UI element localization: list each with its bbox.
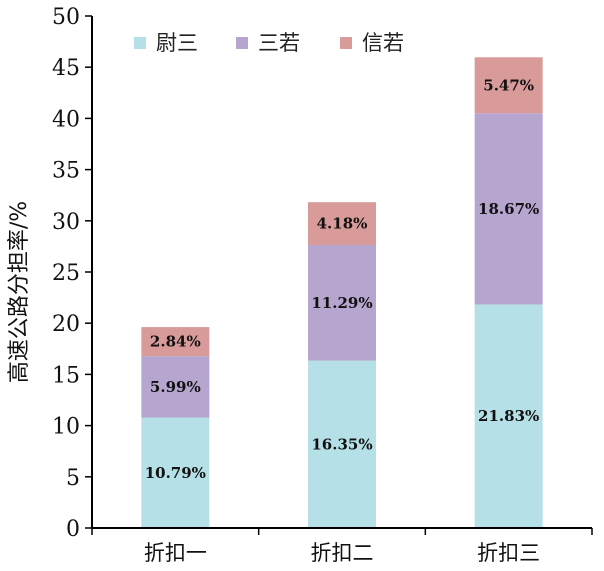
- y-tick-label: 25: [52, 261, 80, 286]
- y-tick-label: 20: [52, 312, 80, 337]
- data-label: 11.29%: [311, 294, 372, 312]
- x-tick-label: 折扣二: [311, 541, 374, 565]
- x-axis: 折扣一 折扣二 折扣三: [91, 527, 593, 565]
- x-tick-label: 折扣三: [477, 541, 540, 565]
- bar-segment: [141, 327, 210, 357]
- y-tick-label: 40: [52, 107, 80, 132]
- bars: 10.79% 5.99% 2.84% 16.35% 11.29% 4.18% 21.83% 1…: [141, 57, 543, 528]
- y-tick-label: 0: [66, 517, 80, 542]
- x-tick-label: 折扣一: [144, 541, 207, 565]
- bar-segment: [141, 356, 210, 418]
- y-tick-label: 10: [52, 415, 80, 440]
- legend-label: 三若: [258, 31, 300, 55]
- bar-segment: [308, 360, 376, 528]
- bar-segment: [308, 202, 376, 245]
- data-label: 10.79%: [145, 464, 206, 482]
- legend-label: 信若: [362, 31, 404, 55]
- bar-segment: [474, 113, 543, 305]
- y-tick-label: 5: [66, 466, 80, 491]
- y-tick-label: 30: [52, 210, 80, 235]
- bar-segment: [474, 304, 543, 528]
- bar-segment: [474, 57, 543, 114]
- data-label: 5.99%: [150, 378, 201, 396]
- data-label: 5.47%: [483, 76, 534, 94]
- y-axis: 0 5 10 15 20 25 30 35 40 45 50: [52, 5, 93, 542]
- data-label: 4.18%: [317, 215, 368, 233]
- legend-label: 尉三: [156, 31, 198, 55]
- legend-swatch: [134, 37, 146, 49]
- data-label: 18.67%: [478, 200, 539, 218]
- y-tick-label: 50: [52, 5, 80, 30]
- bar-segment: [141, 417, 210, 528]
- legend: 尉三 三若 信若: [134, 31, 404, 55]
- legend-swatch: [236, 37, 248, 49]
- y-tick-label: 35: [52, 159, 80, 184]
- data-label: 2.84%: [150, 333, 201, 351]
- data-label: 16.35%: [311, 435, 372, 453]
- legend-swatch: [340, 37, 352, 49]
- y-axis-label: 高速公路分担率/%: [7, 201, 32, 383]
- data-label: 21.83%: [478, 407, 539, 425]
- y-tick-label: 15: [52, 363, 80, 388]
- bar-segment: [308, 244, 376, 361]
- y-tick-label: 45: [52, 56, 80, 81]
